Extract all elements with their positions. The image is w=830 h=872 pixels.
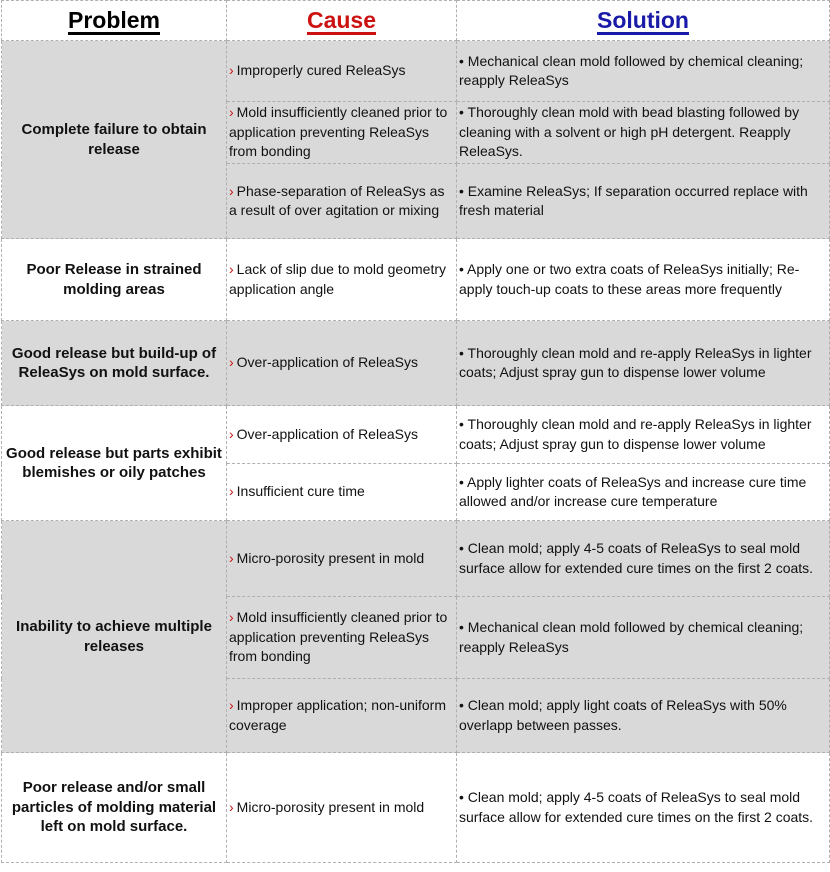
solution-cell: • Mechanical clean mold followed by chem… bbox=[456, 40, 830, 102]
solution-cell: • Examine ReleaSys; If separation occurr… bbox=[456, 163, 830, 239]
cause-text: Mold insufficiently cleaned prior to app… bbox=[229, 104, 448, 160]
cause-text: Over-application of ReleaSys bbox=[236, 354, 418, 371]
cause-cell: › Over-application of ReleaSys bbox=[226, 320, 457, 406]
table-row: › Insufficient cure time • Apply lighter c… bbox=[2, 463, 830, 521]
cause-cell: › Over-application of ReleaSys bbox=[226, 405, 457, 464]
cause-text: Improperly cured ReleaSys bbox=[236, 62, 406, 79]
chevron-icon: › bbox=[229, 549, 234, 566]
cause-text: Micro-porosity present in mold bbox=[236, 549, 425, 566]
problem-cell: Poor Release in strained molding areas bbox=[1, 238, 227, 321]
solution-cell: • Thoroughly clean mold and re-apply Rel… bbox=[456, 405, 830, 464]
cause-cell: › Improper application; non-uniform cover… bbox=[226, 678, 457, 753]
cause-cell: › Improperly cured ReleaSys bbox=[226, 40, 457, 102]
problem-cell: Inability to achieve multiple releases bbox=[1, 520, 227, 753]
cause-text: Improper application; non-uniform covera… bbox=[229, 697, 447, 733]
chevron-icon: › bbox=[229, 261, 234, 277]
solution-cell: • Apply one or two extra coats of ReleaS… bbox=[456, 238, 830, 321]
chevron-icon: › bbox=[229, 425, 234, 442]
cause-text: Over-application of ReleaSys bbox=[236, 425, 418, 442]
cause-cell: › Lack of slip due to mold geometry appli… bbox=[226, 238, 457, 321]
chevron-icon: › bbox=[229, 182, 234, 199]
cause-cell: › Mold insufficiently cleaned prior to ap… bbox=[226, 596, 457, 679]
chevron-icon: › bbox=[229, 354, 234, 371]
problem-cell: Good release but build-up of ReleaSys on… bbox=[1, 320, 227, 406]
table-row: Good release but parts exhibit blemishes… bbox=[1, 405, 830, 521]
header-row: Problem Cause Solution bbox=[1, 0, 830, 41]
chevron-icon: › bbox=[229, 697, 234, 713]
solution-cell: • Apply lighter coats of ReleaSys and in… bbox=[456, 463, 830, 521]
cause-text: Phase-separation of ReleaSys as a result… bbox=[229, 182, 445, 219]
solution-cell: • Thoroughly clean mold with bead blasti… bbox=[456, 101, 830, 164]
cause-cell: › Micro-porosity present in mold bbox=[226, 752, 457, 863]
cause-text: Lack of slip due to mold geometry applic… bbox=[229, 261, 447, 297]
problem-cell: Poor release and/or small particles of m… bbox=[1, 752, 227, 863]
solution-cell: • Thoroughly clean mold and re-apply Rel… bbox=[456, 320, 830, 406]
chevron-icon: › bbox=[229, 798, 234, 815]
table-row: Good release but build-up of ReleaSys on… bbox=[1, 320, 830, 406]
solution-cell: • Clean mold; apply light coats of Relea… bbox=[456, 678, 830, 753]
chevron-icon: › bbox=[229, 609, 234, 626]
header-problem: Problem bbox=[1, 0, 227, 41]
cause-text: Micro-porosity present in mold bbox=[236, 798, 425, 815]
table-row: Complete failure to obtain release › Impro… bbox=[1, 40, 830, 239]
table-row: › Improper application; non-uniform cover… bbox=[2, 678, 830, 753]
table-row: › Mold insufficiently cleaned prior to ap… bbox=[2, 101, 830, 164]
solution-cell: • Clean mold; apply 4-5 coats of ReleaSy… bbox=[456, 752, 830, 863]
table-row: Poor Release in strained molding areas › L… bbox=[1, 238, 830, 321]
cause-cell: › Insufficient cure time bbox=[226, 463, 457, 521]
cause-cell: › Mold insufficiently cleaned prior to ap… bbox=[226, 101, 457, 164]
cause-cell: › Micro-porosity present in mold bbox=[226, 520, 457, 597]
header-cause: Cause bbox=[226, 0, 457, 41]
table-row: › Mold insufficiently cleaned prior to ap… bbox=[2, 596, 830, 679]
chevron-icon: › bbox=[229, 62, 234, 79]
table-row: Poor release and/or small particles of m… bbox=[1, 752, 830, 863]
solution-cell: • Mechanical clean mold followed by chem… bbox=[456, 596, 830, 679]
problem-cell: Complete failure to obtain release bbox=[1, 40, 227, 239]
chevron-icon: › bbox=[229, 483, 234, 500]
cause-text: Mold insufficiently cleaned prior to app… bbox=[229, 609, 448, 665]
table-row: Inability to achieve multiple releases › M… bbox=[1, 520, 830, 753]
cause-cell: › Phase-separation of ReleaSys as a resul… bbox=[226, 163, 457, 239]
cause-text: Insufficient cure time bbox=[236, 483, 365, 500]
problem-cell: Good release but parts exhibit blemishes… bbox=[1, 405, 227, 521]
chevron-icon: › bbox=[229, 104, 234, 121]
table-row: › Phase-separation of ReleaSys as a resul… bbox=[2, 163, 830, 239]
header-solution: Solution bbox=[456, 0, 830, 41]
solution-cell: • Clean mold; apply 4-5 coats of ReleaSy… bbox=[456, 520, 830, 597]
